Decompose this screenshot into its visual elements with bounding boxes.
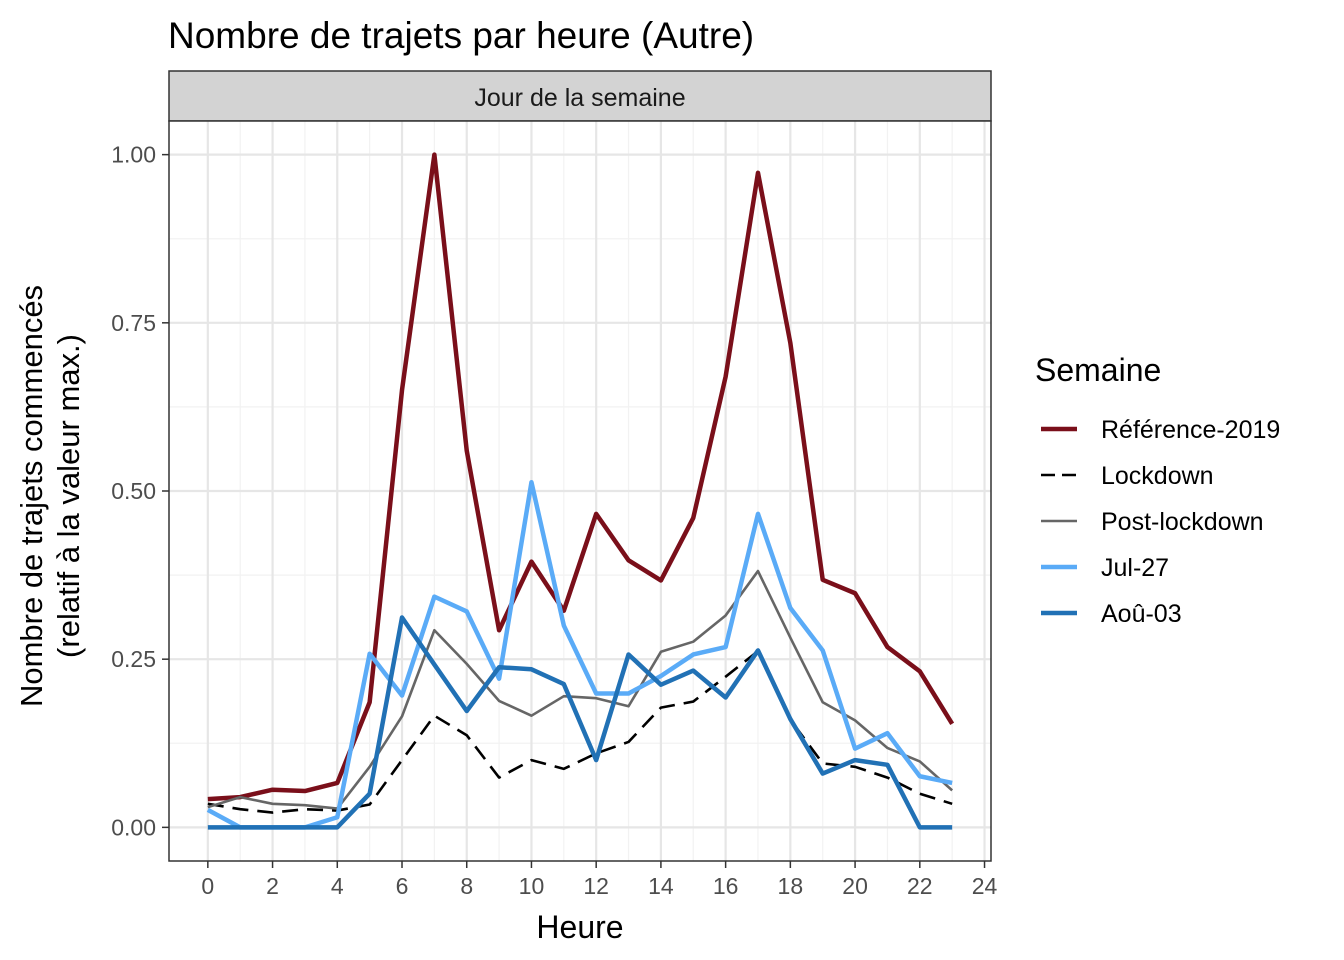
facet-label: Jour de la semaine bbox=[474, 84, 685, 112]
legend-label-3: Jul-27 bbox=[1101, 554, 1169, 582]
y-tick-label: 0.25 bbox=[111, 646, 156, 672]
x-tick-label: 22 bbox=[907, 873, 933, 899]
legend-label-2: Post-lockdown bbox=[1101, 508, 1264, 536]
series-line-1 bbox=[207, 649, 953, 814]
series-layer bbox=[206, 152, 955, 830]
x-tick-label: 10 bbox=[519, 873, 545, 899]
y-tick-label: 0.75 bbox=[111, 310, 156, 336]
y-axis-label-line1: Nombre de trajets commencés bbox=[14, 285, 49, 707]
x-tick-label: 0 bbox=[201, 873, 214, 899]
series-line-0 bbox=[207, 152, 955, 802]
x-tick-label: 6 bbox=[396, 873, 409, 899]
series-line-3 bbox=[206, 480, 953, 830]
x-axis: 0 2 4 6 8 10 12 14 16 18 20 22 24 bbox=[201, 861, 998, 899]
x-tick-label: 16 bbox=[713, 873, 739, 899]
legend-items: Référence-2019 Lockdown Post-lockdown Jul-2… bbox=[1041, 416, 1280, 628]
x-tick-label: 12 bbox=[583, 873, 609, 899]
legend-label-1: Lockdown bbox=[1101, 462, 1214, 490]
x-tick-label: 8 bbox=[460, 873, 473, 899]
x-tick-label: 4 bbox=[331, 873, 344, 899]
legend: Semaine Référence-2019 Lockdown Post-lockd… bbox=[1035, 352, 1280, 628]
legend-title: Semaine bbox=[1035, 352, 1161, 388]
facet-strip bbox=[168, 70, 992, 122]
y-axis-label-line2: (relatif à la valeur max.) bbox=[51, 334, 86, 658]
y-tick-label: 1.00 bbox=[111, 142, 156, 168]
x-tick-label: 14 bbox=[648, 873, 674, 899]
x-tick-label: 2 bbox=[266, 873, 279, 899]
x-axis-label: Heure bbox=[536, 909, 623, 945]
y-tick-label: 0.00 bbox=[111, 814, 156, 840]
x-tick-label: 20 bbox=[842, 873, 868, 899]
chart-title: Nombre de trajets par heure (Autre) bbox=[168, 15, 754, 56]
series-line-2 bbox=[207, 569, 954, 810]
legend-label-4: Aoû-03 bbox=[1101, 600, 1182, 628]
x-tick-label: 18 bbox=[778, 873, 804, 899]
y-tick-label: 0.50 bbox=[111, 478, 156, 504]
y-axis: 0.00 0.25 0.50 0.75 1.00 bbox=[111, 142, 169, 840]
plot-panel bbox=[168, 120, 992, 862]
x-tick-label: 24 bbox=[972, 873, 998, 899]
legend-label-0: Référence-2019 bbox=[1101, 416, 1280, 444]
series-line-4 bbox=[207, 615, 953, 830]
